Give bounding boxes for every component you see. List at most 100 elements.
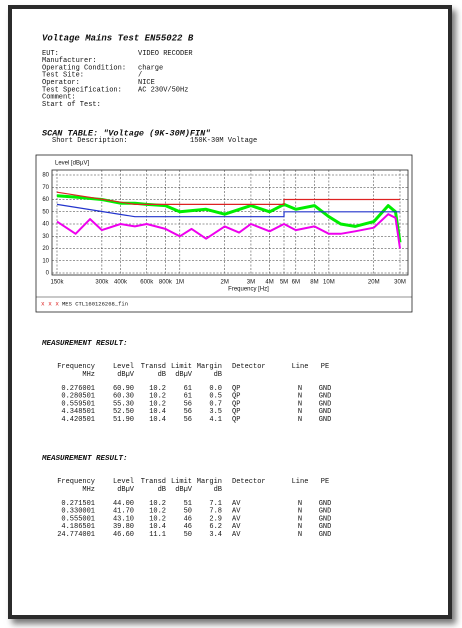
info-value: AC 230V/50Hz [138, 86, 188, 94]
info-value: NICE [138, 79, 155, 87]
table-cell: GND [319, 416, 332, 424]
table-cell: QP [232, 408, 240, 416]
table-cell: 60.90 [113, 385, 134, 393]
y-tick-label: 70 [42, 185, 49, 191]
table-cell: 51.90 [113, 416, 134, 424]
table-cell: QP [232, 385, 240, 393]
column-header: dBµV [175, 486, 193, 494]
table-cell: N [298, 500, 302, 508]
column-header: Transd [141, 363, 166, 371]
y-axis-label: Level [dBµV] [55, 161, 89, 167]
x-tick-label: 4M [265, 280, 273, 286]
y-tick-label: 0 [46, 271, 50, 277]
column-header: Line [292, 363, 309, 371]
table-cell: 4.420501 [61, 416, 95, 424]
table-cell: N [298, 400, 302, 408]
table-cell: 10.2 [149, 508, 166, 516]
column-header: Margin [197, 363, 222, 371]
table-cell: 61 [184, 393, 192, 401]
column-header: dBµV [117, 486, 135, 494]
section-title: MEASUREMENT RESULT: [41, 455, 128, 463]
x-tick-label: 20M [368, 280, 380, 286]
column-header: Margin [197, 478, 222, 486]
table-cell: GND [319, 500, 332, 508]
table-cell: AV [232, 515, 241, 523]
table-cell: N [298, 508, 302, 516]
column-header: dB [214, 371, 222, 379]
table-cell: 4.1 [209, 416, 222, 424]
info-value: / [138, 72, 142, 80]
info-label: EUT: [42, 50, 59, 58]
table-cell: 10.2 [149, 400, 166, 408]
legend-marker: x x x [41, 301, 59, 308]
table-cell: 46 [184, 515, 192, 523]
table-cell: 10.2 [149, 515, 166, 523]
y-tick-label: 40 [42, 222, 49, 228]
table-cell: 10.2 [149, 500, 166, 508]
table-cell: GND [319, 400, 332, 408]
table-cell: 43.10 [113, 515, 134, 523]
table-cell: 7.1 [209, 500, 222, 508]
column-header: Level [113, 478, 134, 486]
column-header: PE [321, 363, 329, 371]
table-cell: 39.80 [113, 523, 134, 531]
column-header: Frequency [57, 478, 95, 486]
x-tick-label: 800k [159, 280, 173, 286]
table-cell: 4.348501 [61, 408, 95, 416]
table-cell: 2.9 [209, 515, 222, 523]
column-header: Frequency [57, 363, 95, 371]
column-header: Transd [141, 478, 166, 486]
x-tick-label: 5M [280, 280, 288, 286]
table-cell: N [298, 515, 302, 523]
table-cell: N [298, 408, 302, 416]
table-cell: 0.0 [209, 385, 222, 393]
x-tick-label: 10M [323, 280, 335, 286]
table-cell: GND [319, 508, 332, 516]
info-label: Operator: [42, 79, 80, 87]
table-cell: 0.330001 [61, 508, 95, 516]
column-header: MHz [82, 371, 95, 379]
table-cell: 10.2 [149, 393, 166, 401]
column-header: Level [113, 363, 134, 371]
x-tick-label: 8M [310, 280, 318, 286]
x-tick-label: 3M [247, 280, 255, 286]
table-cell: 4.186501 [61, 523, 95, 531]
table-cell: N [298, 523, 302, 531]
column-header: Limit [171, 478, 192, 486]
x-tick-label: 300k [95, 280, 109, 286]
table-cell: 24.774001 [57, 531, 95, 539]
info-label: Operating Condition: [42, 64, 126, 72]
x-axis-label: Frequency [Hz] [228, 287, 269, 293]
x-tick-label: 1M [176, 280, 184, 286]
column-header: PE [321, 478, 329, 486]
trace [56, 213, 401, 249]
table-cell: GND [319, 385, 332, 393]
table-cell: 0.7 [209, 400, 222, 408]
y-tick-label: 80 [42, 173, 49, 179]
table-cell: QP [232, 400, 240, 408]
title: Voltage Mains Test EN55022 B [42, 33, 194, 43]
table-cell: 44.00 [113, 500, 134, 508]
section-title: MEASUREMENT RESULT: [41, 340, 128, 348]
table-cell: 0.5 [209, 393, 222, 401]
column-header: Detector [232, 363, 266, 371]
info-label: Comment: [42, 94, 76, 102]
column-header: Line [292, 478, 309, 486]
table-cell: 6.2 [209, 523, 222, 531]
info-label: Manufacturer: [42, 57, 97, 65]
table-cell: 11.1 [149, 531, 166, 539]
column-header: dBµV [117, 371, 135, 379]
y-tick-label: 20 [42, 246, 49, 252]
column-header: MHz [82, 486, 95, 494]
column-header: Detector [232, 478, 266, 486]
x-tick-label: 600k [140, 280, 154, 286]
info-label: Start of Test: [42, 101, 101, 109]
trace [56, 203, 400, 218]
table-cell: N [298, 531, 302, 539]
table-cell: GND [319, 523, 332, 531]
description-label: Short Description: [52, 137, 128, 145]
scan-title: SCAN TABLE: "Voltage (9K-30M)FIN" [42, 128, 210, 138]
table-cell: 46 [184, 523, 192, 531]
x-tick-label: 6M [292, 280, 300, 286]
